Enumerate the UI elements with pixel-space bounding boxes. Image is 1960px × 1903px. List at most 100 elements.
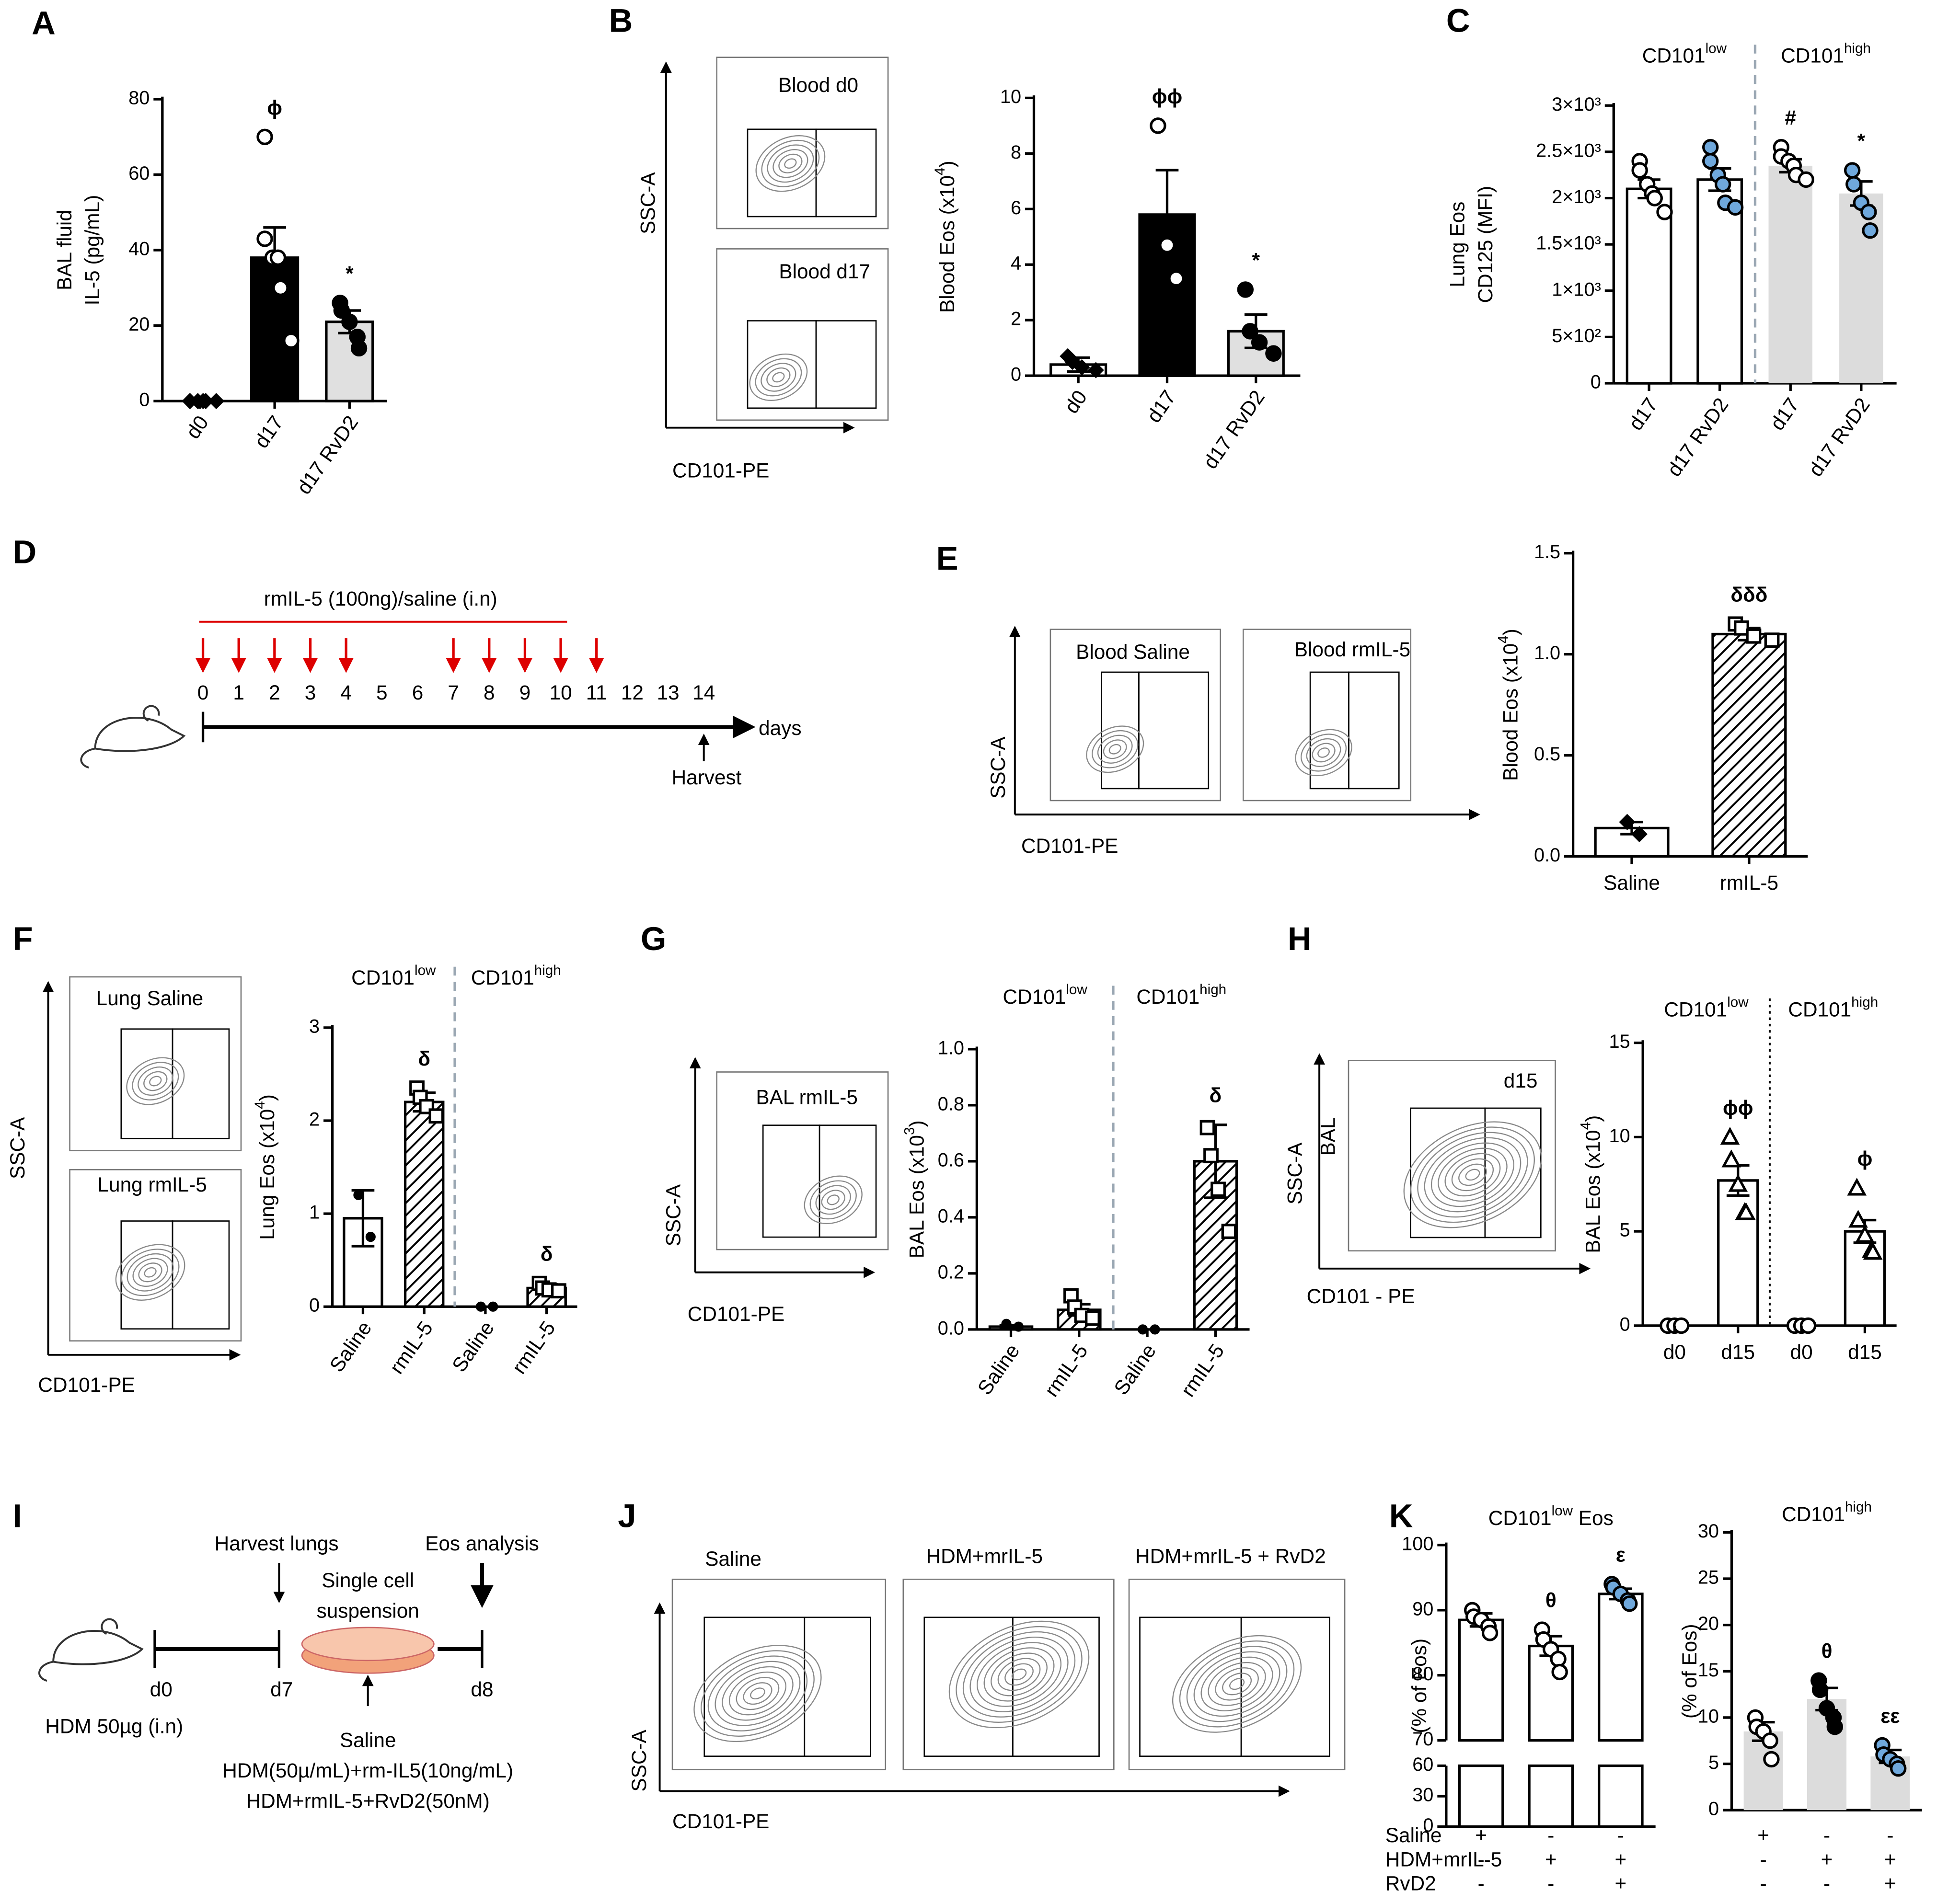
y-tick-label: 0.5 <box>1534 744 1560 765</box>
contour <box>1295 729 1352 777</box>
contour <box>1092 730 1139 768</box>
y-tick-label: 2 <box>1011 309 1021 330</box>
row-label: RvD2 <box>1385 1872 1436 1895</box>
y-axis-label: BAL Eos (x104) <box>1578 1115 1604 1253</box>
y-axis-label: Lung Eos (x104) <box>253 1094 279 1240</box>
contour <box>121 1249 180 1296</box>
plot-frame <box>902 1579 1115 1770</box>
y-tick-label: 0.2 <box>938 1261 964 1283</box>
gate <box>815 320 877 409</box>
annotation: * <box>1252 249 1260 271</box>
bar <box>1839 193 1883 384</box>
row-label: Saline <box>1385 1824 1442 1846</box>
data-point <box>1736 1202 1756 1220</box>
row-sign: - <box>1547 1824 1554 1846</box>
contour <box>1215 1667 1259 1701</box>
plot-frame <box>1348 1060 1556 1252</box>
data-point <box>1826 1719 1843 1735</box>
data-point <box>256 128 273 146</box>
annotation: ϕϕ <box>1723 1096 1753 1119</box>
contour <box>693 1645 822 1743</box>
text-part: BAL Eos (x10 <box>906 1135 928 1258</box>
axis-label: days <box>759 717 801 739</box>
text-part: CD101 <box>1136 986 1199 1008</box>
plot-title: d15 <box>1504 1069 1538 1092</box>
contour <box>749 353 808 401</box>
dish-top <box>301 1627 435 1662</box>
axis-label: CD101 - PE <box>1307 1285 1415 1307</box>
bar-lower <box>1528 1764 1574 1828</box>
y-tick-label: 5 <box>1620 1220 1630 1241</box>
y-axis-label: (% of Eos) <box>1678 1624 1701 1719</box>
row-sign: - <box>1617 1824 1624 1846</box>
text-part: Eos <box>1573 1507 1614 1529</box>
x-tick-label: rmIL-5 <box>1040 1340 1092 1401</box>
step-label: Eos analysis <box>425 1532 539 1555</box>
x-tick-label: rmIL-5 <box>385 1317 438 1378</box>
row-sign: - <box>1823 1872 1830 1895</box>
data-point <box>1199 1120 1215 1135</box>
bar-lower <box>1458 1764 1504 1828</box>
group-label: CD101high <box>1136 982 1226 1008</box>
axis-label: SSC-A <box>987 736 1009 799</box>
plot-frame <box>69 1169 242 1342</box>
superscript: 4 <box>1578 1122 1594 1130</box>
data-point <box>1631 162 1648 179</box>
gate <box>1138 671 1210 790</box>
data-point <box>272 279 289 297</box>
contour <box>750 1687 765 1699</box>
data-point <box>1728 1174 1748 1192</box>
data-point <box>1845 176 1862 193</box>
x-tick-label: Saline <box>325 1317 376 1376</box>
contour <box>149 1076 162 1087</box>
data-point <box>1646 190 1663 206</box>
plot-frame <box>716 1071 889 1250</box>
axis-label: SSC-A <box>1284 1142 1306 1204</box>
y-tick-label: 0.4 <box>938 1205 964 1227</box>
axis-label: SSC-A <box>6 1117 29 1179</box>
data-point <box>1848 1210 1868 1228</box>
contour <box>1222 1673 1252 1696</box>
y-tick-label: 3×10³ <box>1552 94 1601 115</box>
contour <box>983 1647 1055 1702</box>
chart-title: CD101high <box>1782 1499 1872 1525</box>
contour <box>772 149 808 178</box>
plot-title: Blood rmIL-5 <box>1294 638 1410 661</box>
gate <box>1484 1107 1542 1238</box>
data-point <box>283 332 300 349</box>
y-tick-label: 2 <box>309 1109 320 1130</box>
contour <box>1317 747 1330 758</box>
bar <box>1768 165 1813 384</box>
y-tick-label: 10 <box>1698 1706 1719 1727</box>
group-label: CD101low <box>1664 995 1749 1021</box>
row-sign: + <box>1884 1872 1896 1895</box>
gate <box>819 1124 877 1238</box>
contour <box>767 144 814 183</box>
data-point <box>208 393 225 410</box>
step-label: Harvest lungs <box>215 1532 339 1555</box>
panel-letter: J <box>618 1497 636 1534</box>
x-tick-label: d0 <box>1790 1341 1813 1363</box>
contour <box>126 1057 185 1105</box>
data-point <box>1251 334 1268 351</box>
data-point <box>1550 1651 1567 1667</box>
contour <box>1438 1147 1508 1202</box>
data-point <box>1798 171 1814 188</box>
contour <box>997 1658 1041 1691</box>
day-label: d7 <box>270 1678 293 1701</box>
group-label: CD101high <box>1788 995 1878 1021</box>
contour <box>956 1626 1083 1723</box>
contour <box>1004 1663 1034 1686</box>
x-tick-label: d0 <box>1663 1341 1686 1363</box>
x-tick-label: Saline <box>1603 871 1660 894</box>
superscript: 3 <box>902 1127 918 1135</box>
y-tick-label: 10 <box>1609 1125 1630 1146</box>
contour <box>962 1631 1076 1718</box>
gate <box>1012 1616 1100 1757</box>
contour <box>707 1655 808 1731</box>
y-tick-label: 5×10² <box>1552 325 1601 346</box>
data-point <box>1242 323 1258 340</box>
x-tick-label: d17 <box>1142 386 1180 427</box>
contour <box>1097 734 1133 764</box>
row-label: HDM+mrIL-5 <box>1385 1848 1502 1870</box>
